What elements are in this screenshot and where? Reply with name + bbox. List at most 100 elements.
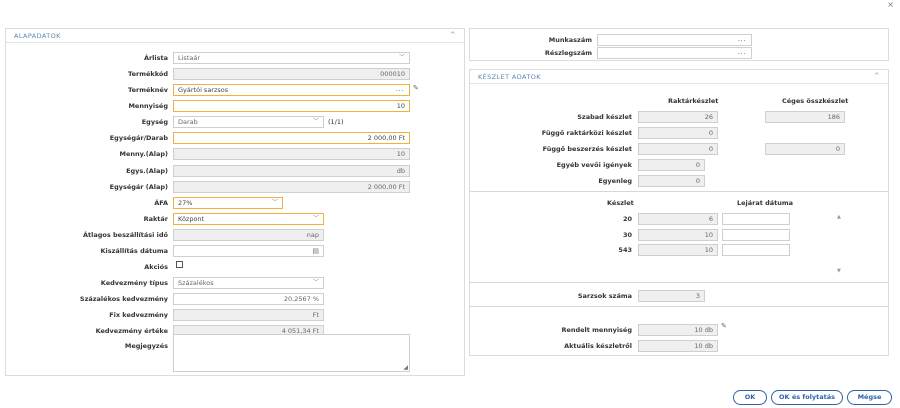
atlagos-label: Átlagos beszállítási idő [83, 231, 168, 239]
chevron-down-icon: ﹀ [312, 118, 319, 125]
egyseg-label: Egység [141, 118, 168, 126]
ellipsis-icon[interactable]: ... [737, 48, 746, 56]
kiszallitas-label: Kiszállítás dátuma [100, 247, 168, 255]
raktar-select[interactable]: Központ ﹀ [173, 213, 324, 225]
basic-data-title: ALAPADATOK [14, 32, 61, 40]
szazalekos-input[interactable]: 20,2567 % [173, 293, 324, 305]
termekkod-label: Termékkód [128, 70, 168, 78]
aktualis-field: 10 db [638, 340, 718, 352]
egys-alap-label: Egys.(Alap) [126, 167, 168, 175]
chevron-down-icon: ﹀ [271, 199, 278, 206]
aktualis-label: Aktuális készletről [564, 342, 632, 350]
stock-data-header[interactable]: KÉSZLET ADATOK ^ [470, 70, 888, 84]
chevron-up-icon[interactable]: ^ [449, 31, 456, 39]
egyseg-ratio: (1/1) [328, 118, 344, 126]
megjegyzes-textarea[interactable]: ◢ [173, 334, 410, 372]
divider [470, 282, 888, 283]
munkaszam-label: Munkaszám [548, 36, 592, 44]
szabad-ceges-field: 186 [765, 111, 845, 123]
egysegar-alap-field: 2 000,00 Ft [173, 181, 410, 193]
kedv-tipus-label: Kedvezmény típus [100, 279, 168, 287]
egys-alap-field: db [173, 165, 410, 177]
batch-code: 20 [622, 215, 632, 223]
termekkod-field: 000010 [173, 68, 410, 80]
egyenleg-label: Egyenleg [598, 177, 632, 185]
chevron-down-icon: ﹀ [398, 54, 405, 61]
edit-icon[interactable]: ✎ [721, 322, 727, 330]
egyseg-select[interactable]: Darab ﹀ [173, 116, 324, 128]
basic-data-header[interactable]: ALAPADATOK ^ [6, 29, 464, 43]
cancel-button[interactable]: Mégse [847, 390, 892, 405]
rendelt-label: Rendelt mennyiség [561, 326, 632, 334]
fix-label: Fix kedvezmény [109, 311, 168, 319]
kedv-tipus-select[interactable]: Százalékos ﹀ [173, 277, 324, 289]
batch-expiry[interactable] [722, 244, 790, 256]
szabad-label: Szabad készlet [577, 113, 632, 121]
calendar-icon[interactable]: ▤ [312, 247, 319, 255]
fuggo-beszerzes-label: Függő beszerzés készlet [542, 145, 632, 153]
akcios-checkbox[interactable] [176, 261, 183, 268]
chevron-up-icon[interactable]: ^ [873, 72, 880, 80]
afa-select[interactable]: 27% ﹀ [173, 197, 283, 209]
kiszallitas-date-input[interactable]: ▤ [173, 245, 324, 257]
egyenleg-field: 0 [638, 175, 705, 187]
batch-code: 30 [622, 231, 632, 239]
batch-code: 543 [618, 246, 632, 254]
batch-qty: 10 [638, 244, 718, 256]
arlista-select[interactable]: Listaár ﹀ [173, 52, 410, 64]
egysegar-alap-label: Egységár (Alap) [109, 183, 168, 191]
chevron-down-icon: ﹀ [312, 279, 319, 286]
akcios-label: Akciós [144, 263, 168, 271]
batch-col-lejarat: Lejárat dátuma [737, 199, 794, 207]
szabad-raktar-field: 26 [638, 111, 718, 123]
col-raktarkeszlet: Raktárkészlet [668, 97, 719, 105]
fuggo-beszerzes-raktar-field: 0 [638, 143, 718, 155]
fuggo-raktarkozi-label: Függő raktárközi készlet [541, 129, 632, 137]
edit-icon[interactable]: ✎ [413, 84, 419, 92]
atlagos-field: nap [173, 229, 324, 241]
scroll-down-icon[interactable]: ▼ [837, 268, 841, 274]
reszlegszam-label: Részlegszám [544, 49, 592, 57]
egyeb-field: 0 [638, 159, 705, 171]
raktar-label: Raktár [143, 215, 168, 223]
fuggo-beszerzes-ceges-field: 0 [765, 143, 845, 155]
ellipsis-icon[interactable]: ... [395, 85, 404, 93]
afa-label: ÁFA [154, 199, 168, 207]
ellipsis-icon[interactable]: ... [737, 35, 746, 43]
mennyiseg-input[interactable]: 10 [173, 100, 410, 112]
chevron-down-icon: ﹀ [312, 215, 319, 222]
sarzsok-field: 3 [638, 290, 705, 302]
batch-expiry[interactable] [722, 213, 790, 225]
fuggo-raktarkozi-field: 0 [638, 127, 718, 139]
batch-qty: 10 [638, 229, 718, 241]
divider [470, 306, 888, 307]
megjegyzes-label: Megjegyzés [124, 342, 168, 350]
ok-button[interactable]: OK [733, 390, 767, 405]
egysegar-input[interactable]: 2 000,00 Ft [173, 132, 410, 144]
divider [470, 191, 888, 192]
arlista-label: Árlista [143, 54, 168, 62]
fix-field: Ft [173, 309, 324, 321]
stock-data-title: KÉSZLET ADATOK [478, 73, 541, 81]
menny-alap-field: 10 [173, 148, 410, 160]
kedv-ertek-label: Kedvezmény értéke [95, 327, 168, 335]
termeknev-field[interactable]: Gyártói sarzsos... [173, 84, 410, 96]
munkaszam-input[interactable]: ... [597, 34, 752, 46]
close-icon[interactable]: × [887, 0, 894, 9]
egysegar-label: Egységár/Darab [109, 134, 168, 142]
resize-grip-icon[interactable]: ◢ [403, 364, 408, 371]
ok-continue-button[interactable]: OK és folytatás [771, 390, 843, 405]
mennyiseg-label: Mennyiség [128, 102, 168, 110]
scroll-up-icon[interactable]: ▲ [837, 214, 841, 220]
szazalekos-label: Százalékos kedvezmény [79, 295, 168, 303]
batch-col-keszlet: Készlet [607, 199, 634, 207]
menny-alap-label: Menny.(Alap) [119, 150, 168, 158]
col-ceges-osszkeszlet: Céges összkészlet [782, 97, 849, 105]
reszlegszam-input[interactable]: ... [597, 47, 752, 59]
sarzsok-label: Sarzsok száma [577, 292, 632, 300]
termeknev-label: Terméknév [128, 86, 168, 94]
rendelt-field: 10 db [638, 324, 718, 336]
egyeb-label: Egyéb vevői igények [556, 161, 632, 169]
batch-qty: 6 [638, 213, 718, 225]
batch-expiry[interactable] [722, 229, 790, 241]
